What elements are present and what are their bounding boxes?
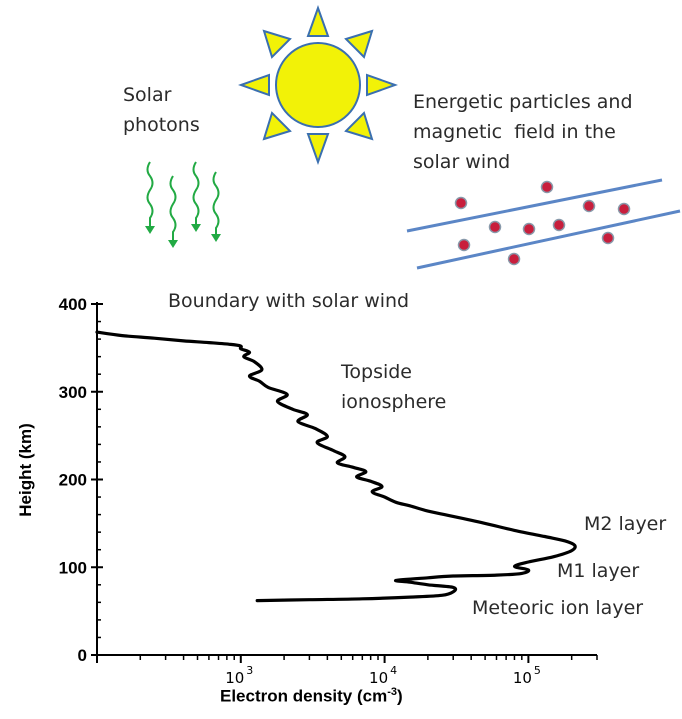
x-axis-title: Electron density (cm-3) [220,686,403,707]
x-tick-label: 10 [513,669,532,687]
solar-photons-line-2: photons [123,114,200,136]
y-tick-label: 0 [78,646,87,665]
x-axis-title-text: Electron density (cm [220,686,388,706]
solar-photons-line-1: Solar [123,84,172,106]
solar-photons-label: Solar photons [123,80,200,140]
photon-arrow-icon [192,161,200,228]
m1-layer-annotation: M1 layer [557,560,640,582]
particle-icon [552,218,566,232]
photon-arrowheads [145,224,221,248]
particle-icon [601,231,615,245]
y-axis-title: Height (km) [16,423,35,517]
electron-density-profile-line [95,330,577,603]
x-tick-label: 10 [369,669,388,687]
topside-line-1: Topside [341,361,412,383]
x-tick-exponent: 5 [534,664,541,677]
y-tick-label: 400 [59,295,87,314]
illustration [145,5,681,270]
meteoric-layer-annotation: Meteoric ion layer [472,597,644,619]
particle-icon [582,199,596,213]
topside-annotation: Topside ionosphere [341,357,446,417]
boundary-annotation: Boundary with solar wind [168,290,410,312]
x-tick-exponent: 3 [246,664,253,677]
photon-arrow-icon [146,161,154,230]
particles [454,180,631,266]
particle-icon [540,180,554,194]
particle-icon [507,252,521,266]
sun-icon [238,5,398,165]
x-tick-exponent: 4 [390,664,397,677]
photon-arrow-icon [212,171,220,238]
x-axis-title-exponent: -3 [387,686,397,698]
x-axis-title-close: ) [397,686,403,706]
particle-icon [488,220,502,234]
particle-icon [454,196,468,210]
y-tick-label: 100 [59,558,87,577]
photon-arrow-icon [169,175,177,242]
particle-icon [457,238,471,252]
particle-icon [522,222,536,236]
field-line [416,209,681,270]
x-tick-label: 10 [225,669,244,687]
solar-wind-label: Energetic particles and magnetic field i… [413,87,633,177]
particle-icon [617,202,631,216]
y-tick-label: 300 [59,383,87,402]
y-tick-label: 200 [59,471,87,490]
field-line [406,178,663,233]
m2-layer-annotation: M2 layer [584,513,667,535]
topside-line-2: ionosphere [341,391,447,413]
solar-wind-line-2: magnetic field in the [413,121,616,143]
solar-wind-line-1: Energetic particles and [413,91,633,113]
photon-arrows [146,161,220,242]
solar-wind-line-3: solar wind [413,151,511,173]
